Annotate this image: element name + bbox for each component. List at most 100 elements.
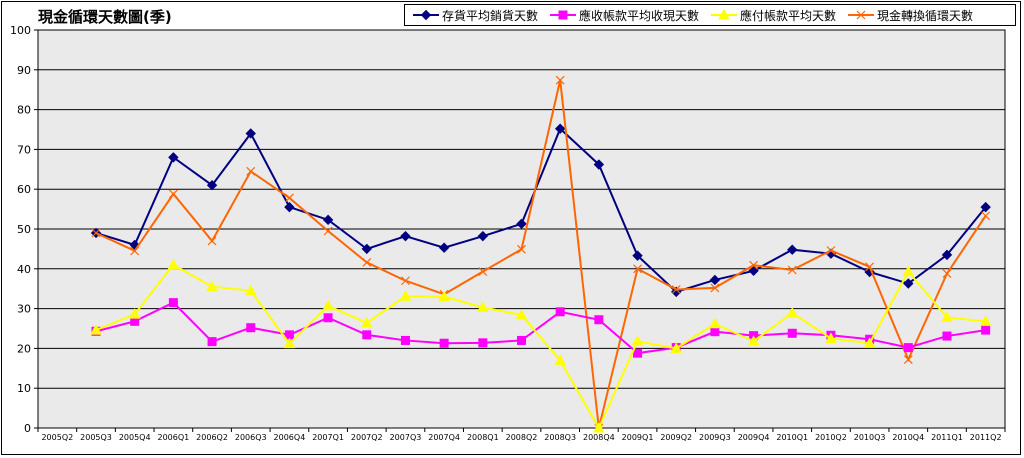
data-point [361,243,372,255]
data-point [246,166,256,176]
data-point [168,152,179,163]
data-point [786,306,799,318]
y-tick-label: 0 [24,422,31,435]
data-point [710,283,720,293]
data-point [284,193,294,203]
chart-title: 現金循環天數圖(季) [38,8,172,26]
data-point [670,342,683,353]
x-tick-label: 2009Q4 [738,433,770,442]
data-point [981,211,991,221]
data-point [284,201,295,213]
legend-label: 應收帳款平均收現天數 [579,8,700,23]
data-point-stroke [671,285,681,294]
data-point [477,230,489,242]
legend-label: 應付帳款平均天數 [740,8,837,23]
legend-item: 存貨平均銷貨天數 [413,7,538,24]
data-point [863,337,876,348]
y-tick-label: 70 [17,143,31,156]
x-tick-label: 2006Q1 [158,433,190,442]
data-point [167,258,180,270]
legend-item: 現金轉換循環天數 [848,7,973,24]
data-point [128,308,141,319]
data-point-stroke [401,276,410,286]
x-tick-label: 2011Q1 [931,433,963,442]
data-point-stroke [865,262,875,272]
legend-item: 應收帳款平均收現天數 [550,7,699,24]
data-point [593,421,605,433]
data-point-stroke [362,258,372,267]
x-tick-label: 2006Q4 [274,433,306,442]
data-point [671,285,681,294]
data-point [787,328,797,338]
data-point [517,244,526,254]
data-point [90,324,102,335]
data-point [903,343,913,353]
x-tick-label: 2009Q2 [660,433,692,442]
data-point [903,278,914,289]
x-tick-label: 2008Q1 [467,433,499,442]
x-tick-label: 2006Q3 [235,433,267,442]
x-tick-label: 2007Q1 [312,433,344,442]
data-point [206,280,218,292]
data-point [558,10,568,20]
data-point-stroke [981,211,991,221]
data-point [631,335,644,346]
data-point [555,307,565,317]
data-point [516,218,527,230]
x-tick-label: 2010Q3 [854,433,886,442]
data-point-stroke [633,264,642,274]
data-point-stroke [478,267,488,277]
y-tick-label: 50 [17,223,31,236]
data-point [323,313,333,323]
data-point [438,290,450,302]
data-point [362,258,372,267]
y-tick-label: 30 [17,303,31,316]
data-point [709,274,721,286]
data-point [400,335,410,345]
y-tick-label: 40 [17,263,31,276]
data-point [749,260,759,270]
data-point [207,236,217,246]
x-tick-label: 2011Q2 [970,433,1002,442]
x-tick-label: 2007Q4 [428,433,460,442]
y-tick-label: 10 [17,382,31,395]
data-point [555,75,565,85]
data-point [632,250,643,261]
data-point [865,262,875,272]
data-point [981,325,991,335]
series-line [95,301,986,355]
data-point [709,317,721,329]
data-point-stroke [903,355,913,364]
data-point-stroke [91,228,101,238]
data-point [593,159,605,170]
data-point [594,315,604,325]
data-point-stroke [555,75,565,85]
data-point [826,246,836,255]
data-point [399,290,412,301]
x-tick-label: 2006Q2 [196,433,228,442]
data-point [420,9,432,21]
data-point [747,335,760,346]
data-point [246,323,256,333]
data-point [517,335,526,345]
data-point [478,267,488,277]
data-point [942,331,952,341]
x-tick-label: 2008Q4 [583,433,615,442]
x-tick-label: 2007Q3 [390,433,422,442]
data-point-stroke [826,246,836,255]
y-tick-label: 100 [10,24,31,37]
data-point [130,246,140,256]
data-point [941,311,953,322]
y-tick-label: 20 [17,342,31,355]
data-point [401,276,410,286]
data-point [478,338,488,348]
legend-swatch [550,10,577,20]
data-point-stroke [517,244,526,254]
data-point [283,337,296,349]
x-tick-label: 2010Q4 [892,433,924,442]
x-tick-label: 2007Q2 [351,433,383,442]
legend-label: 現金轉換循環天數 [877,8,974,23]
data-point [554,354,567,365]
chart-legend: 存貨平均銷貨天數 應收帳款平均收現天數 應付帳款平均天數 現金轉換循環天數 [404,4,1016,26]
